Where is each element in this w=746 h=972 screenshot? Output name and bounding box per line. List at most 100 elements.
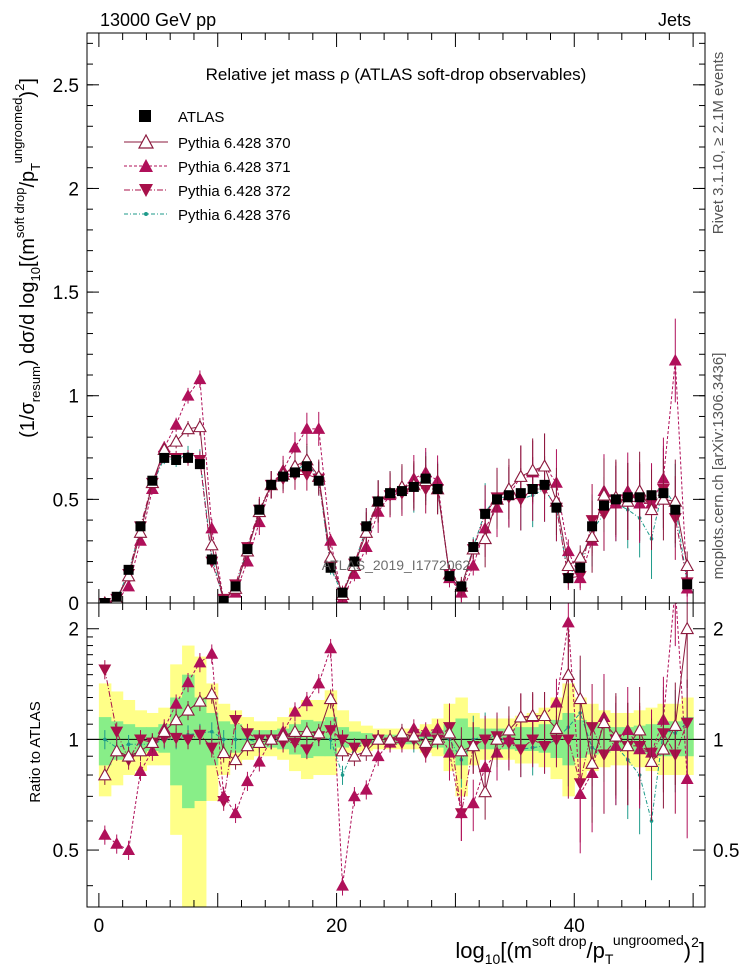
ratio-point	[229, 714, 242, 727]
ratio-point	[205, 742, 219, 755]
ratio-point	[122, 843, 136, 856]
ratio-point	[193, 729, 207, 742]
ratio-point	[573, 787, 587, 800]
side-text-bottom: mcplots.cern.ch [arXiv:1306.3436]	[710, 353, 727, 580]
ratio-point	[478, 734, 492, 747]
series-point	[525, 463, 540, 476]
ratio-point	[573, 691, 588, 705]
ratio-axes: 0 20 40 0.5 0.5 1 1 2 2	[53, 603, 739, 937]
ratio-point	[525, 708, 540, 722]
ratio-point	[513, 709, 528, 723]
ratio-y-tick-label: 0.5	[53, 841, 79, 862]
atlas-data-point	[361, 521, 372, 532]
series-point	[561, 558, 576, 572]
ratio-point	[442, 726, 457, 739]
atlas-data-point	[206, 554, 217, 565]
legend-372-marker	[139, 184, 153, 197]
ratio-point	[347, 749, 362, 762]
series-point	[145, 482, 159, 494]
ratio-point	[133, 743, 148, 757]
ratio-point	[241, 774, 254, 787]
ratio-point	[228, 752, 243, 766]
ratio-point	[597, 715, 611, 729]
ratio-point	[109, 743, 124, 757]
series-point	[169, 434, 184, 447]
atlas-data-point	[111, 591, 122, 602]
atlas-data-point	[444, 571, 455, 582]
ratio-point	[110, 726, 124, 739]
ratio-point	[466, 796, 480, 809]
ratio-point	[335, 743, 350, 757]
ratio-point	[229, 806, 242, 819]
ratio-point	[561, 667, 576, 681]
series-point	[133, 525, 148, 538]
ratio-point	[680, 621, 695, 635]
atlas-data-point	[480, 508, 491, 519]
legend-376-marker	[144, 212, 148, 216]
ratio-plot-marks	[87, 603, 705, 907]
series-point	[668, 353, 682, 366]
series-point	[359, 525, 374, 538]
main-y-tick-label: 2.5	[53, 76, 79, 97]
ratio-point	[324, 641, 338, 654]
ratio-point	[288, 704, 302, 717]
side-text-top: Rivet 3.1.10, ≥ 2.1M events	[710, 52, 727, 235]
series-point	[537, 459, 552, 472]
ratio-point	[181, 675, 195, 688]
series-point	[478, 531, 493, 545]
ratio-point	[371, 732, 386, 745]
ratio-point	[288, 724, 302, 737]
x-axis-label: log10[(msoft drop/pTungroomed)2]	[455, 932, 705, 967]
ratio-point	[323, 691, 338, 705]
ratio-point	[478, 784, 493, 798]
atlas-data-point	[278, 471, 289, 482]
series-point	[573, 571, 587, 584]
main-y-tick-label: 0.5	[53, 490, 79, 511]
legend-atlas-label: ATLAS	[178, 109, 224, 126]
atlas-data-point	[194, 459, 205, 470]
ratio-point	[561, 734, 575, 747]
main-y-axis-label: (1/σresum) dσ/d log10[(msoft drop/pTungr…	[10, 78, 43, 438]
ratio-point	[97, 767, 112, 781]
legend-370-label: Pythia 6.428 370	[178, 135, 291, 152]
ratio-point	[644, 754, 659, 767]
ratio-point	[217, 789, 231, 802]
main-y-tick-label: 0	[68, 594, 79, 615]
ratio-point	[312, 676, 326, 689]
series-point	[122, 579, 136, 592]
ratio-point	[656, 742, 671, 755]
watermark: ATLAS_2019_I1772062	[322, 557, 471, 573]
main-y-tick-label: 1	[68, 387, 79, 408]
ratio-point	[311, 726, 326, 739]
atlas-data-point	[301, 461, 312, 472]
atlas-data-point	[408, 481, 419, 492]
atlas-data-point	[242, 544, 253, 555]
ratio-point	[252, 755, 266, 767]
ratio-point	[169, 732, 183, 745]
atlas-data-point	[503, 490, 514, 501]
atlas-data-point	[254, 504, 265, 515]
ratio-point	[336, 879, 349, 891]
atlas-data-point	[658, 488, 669, 499]
ratio-point	[233, 737, 238, 742]
atlas-data-point	[634, 492, 645, 503]
ratio-point	[371, 749, 385, 762]
series-point	[513, 469, 528, 482]
atlas-data-point	[527, 484, 538, 494]
series-point	[300, 422, 314, 434]
main-plot-marks	[98, 318, 695, 603]
ratio-point	[537, 708, 552, 722]
legend-371-label: Pythia 6.428 371	[178, 159, 291, 176]
ratio-point	[324, 725, 338, 737]
atlas-data-point	[159, 452, 170, 463]
atlas-data-point	[587, 521, 598, 532]
ratio-point	[157, 724, 172, 737]
chart-title: Relative jet mass ρ (ATLAS soft-drop obs…	[206, 65, 587, 84]
ratio-y-tick-label-right: 1	[713, 730, 724, 751]
ratio-point	[680, 717, 694, 730]
ratio-point	[240, 738, 255, 752]
legend: ATLAS Pythia 6.428 370 Pythia 6.428 371 …	[124, 109, 291, 224]
ratio-point	[181, 734, 195, 747]
ratio-point	[300, 744, 314, 756]
